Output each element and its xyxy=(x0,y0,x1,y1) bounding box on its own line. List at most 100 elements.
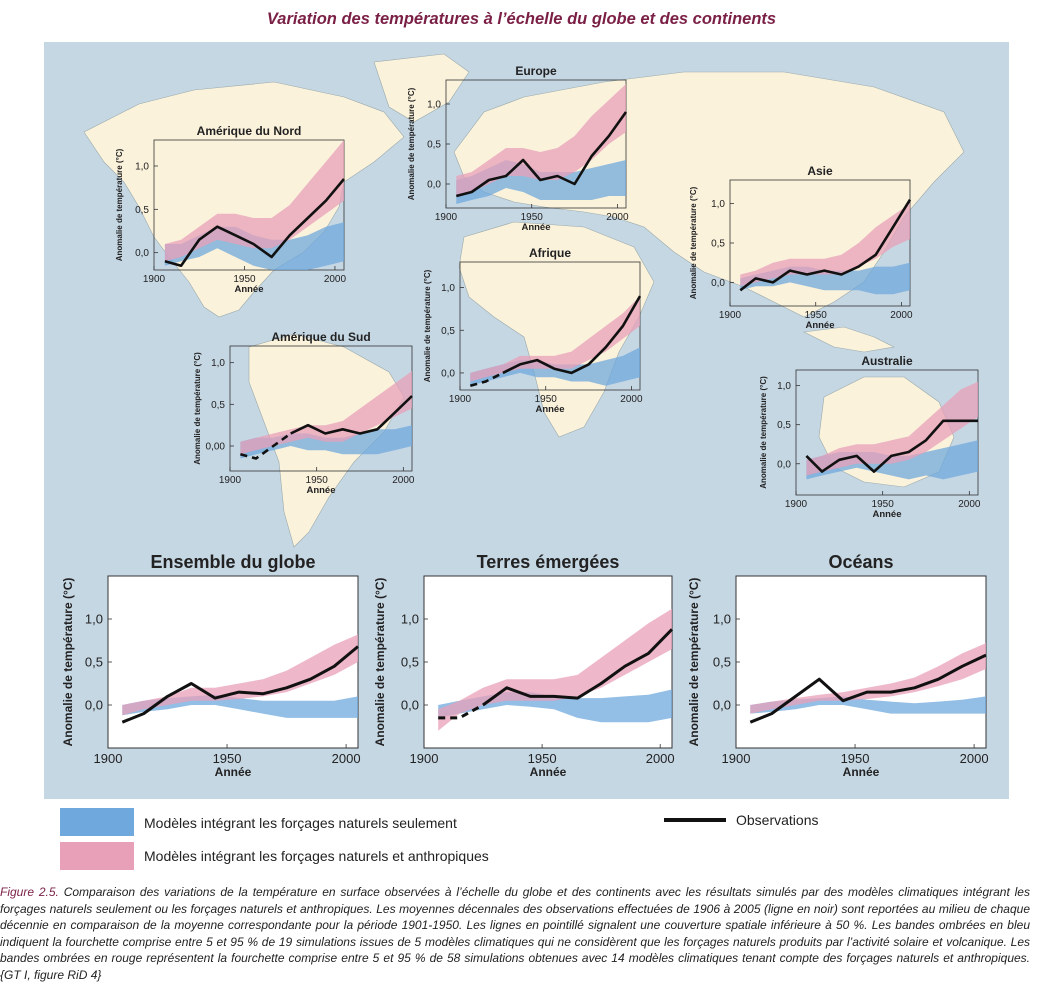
observations-line xyxy=(739,199,912,292)
x-tick-label: 2000 xyxy=(958,499,981,510)
y-tick-label: 0,5 xyxy=(711,239,725,250)
x-tick-label: 1950 xyxy=(213,751,242,766)
observations-line xyxy=(164,178,345,267)
y-tick-label: 0,5 xyxy=(401,655,419,670)
y-tick-label: 0,0 xyxy=(135,248,149,259)
y-tick-label: 1,0 xyxy=(427,100,441,111)
chart-amerique-du-sud: 0,00 0,5 1,0 1900 1950 2000 Année Anomalie de t… xyxy=(192,326,417,501)
observations-line xyxy=(482,628,674,707)
plot-frame xyxy=(735,575,987,749)
legend-natural-swatch xyxy=(60,808,134,836)
figure-title: Variation des températures à l’échelle d… xyxy=(266,10,777,28)
y-axis-label: Anomalie de température (°C) xyxy=(687,578,701,747)
chart-svg-ensemble-du-globe: 0,0 0,5 1,0 1900 1950 2000 Année Anomalie de te… xyxy=(61,552,361,779)
x-axis-label: Année xyxy=(530,765,567,779)
chart-title: Océans xyxy=(828,552,893,572)
observations-line xyxy=(502,295,642,375)
x-tick-label: 2000 xyxy=(392,475,415,486)
x-tick-label: 1950 xyxy=(528,751,557,766)
x-tick-label: 1950 xyxy=(805,310,828,321)
chart-oceans: 0,0 0,5 1,0 1900 1950 2000 Année Anomalie de te… xyxy=(687,548,989,788)
x-axis-label: Année xyxy=(805,320,834,331)
y-tick-label: 0,0 xyxy=(427,180,441,191)
x-tick-label: 1900 xyxy=(449,394,472,405)
y-tick-label: 0,5 xyxy=(85,655,103,670)
land-greenland xyxy=(373,53,470,123)
y-tick-label: 0,0 xyxy=(441,368,455,379)
y-tick-label: 0,0 xyxy=(713,698,731,713)
observations-line-dashed xyxy=(240,432,292,460)
y-tick-label: 1,0 xyxy=(135,162,149,173)
x-tick-label: 2000 xyxy=(646,751,675,766)
y-tick-label: 0,00 xyxy=(206,442,226,453)
y-tick-label: 1,0 xyxy=(441,283,455,294)
y-tick-label: 0,0 xyxy=(85,698,103,713)
chart-svg-oceans: 0,0 0,5 1,0 1900 1950 2000 Année Anomalie de te… xyxy=(687,552,989,779)
y-tick-label: 0,5 xyxy=(441,326,455,337)
chart-amerique-du-nord: 0,0 0,5 1,0 1900 1950 2000 Année Anomalie de te… xyxy=(114,124,347,304)
x-tick-label: 1900 xyxy=(785,499,808,510)
y-axis-label: Anomalie de température (°C) xyxy=(115,148,124,261)
chart-title: Australie xyxy=(861,354,913,368)
chart-title: Amérique du Sud xyxy=(271,330,370,344)
legend-anthro-swatch xyxy=(60,842,134,870)
legend-anthro-label: Modèles intégrant les forçages naturels … xyxy=(144,848,489,864)
x-tick-label: 2000 xyxy=(960,751,989,766)
chart-svg-amerique-du-sud: 0,00 0,5 1,0 1900 1950 2000 Année Anomalie de t… xyxy=(193,330,415,496)
anthro-band xyxy=(456,84,626,196)
chart-title: Afrique xyxy=(529,246,571,260)
land-indonesia xyxy=(802,326,895,353)
x-axis-label: Année xyxy=(521,222,550,233)
x-tick-label: 2000 xyxy=(324,274,347,285)
chart-title: Europe xyxy=(515,64,557,78)
anthro-band xyxy=(740,203,910,287)
y-tick-label: 1,0 xyxy=(85,612,103,627)
x-tick-label: 1900 xyxy=(219,475,242,486)
observations-line xyxy=(290,395,413,435)
y-axis-label: Anomalie de température (°C) xyxy=(61,578,75,747)
x-tick-label: 1900 xyxy=(143,274,166,285)
y-axis-label: Anomalie de température (°C) xyxy=(689,186,698,299)
caption-label: Figure 2.5. xyxy=(0,885,59,899)
y-tick-label: 1,0 xyxy=(401,612,419,627)
observations-line-dashed xyxy=(438,703,484,720)
y-axis-label: Anomalie de température (°C) xyxy=(423,269,432,382)
chart-title: Terres émergées xyxy=(477,552,620,572)
chart-title: Amérique du Nord xyxy=(197,124,302,138)
y-tick-label: 1,0 xyxy=(713,612,731,627)
y-tick-label: 0,0 xyxy=(711,278,725,289)
y-axis-label: Anomalie de température (°C) xyxy=(759,376,768,489)
x-axis-label: Année xyxy=(215,765,252,779)
y-tick-label: 0,0 xyxy=(401,698,419,713)
plot-frame xyxy=(153,139,345,271)
x-tick-label: 1950 xyxy=(841,751,870,766)
legend-obs-label: Observations xyxy=(736,812,819,828)
chart-svg-amerique-du-nord: 0,0 0,5 1,0 1900 1950 2000 Année Anomalie de te… xyxy=(115,124,347,295)
y-tick-label: 0,0 xyxy=(777,459,791,470)
chart-svg-terres-emergees: 0,0 0,5 1,0 1900 1950 2000 Année Anomalie de te… xyxy=(373,552,675,779)
y-axis-label: Anomalie de température (°C) xyxy=(407,87,416,200)
x-tick-label: 1950 xyxy=(872,499,895,510)
y-tick-label: 0,5 xyxy=(777,420,791,431)
chart-terres-emergees: 0,0 0,5 1,0 1900 1950 2000 Année Anomalie de te… xyxy=(373,548,675,788)
caption-text: Comparaison des variations de la tempéra… xyxy=(0,885,1030,982)
x-axis-label: Année xyxy=(843,765,880,779)
y-axis-label: Anomalie de température (°C) xyxy=(373,578,387,747)
x-tick-label: 2000 xyxy=(332,751,361,766)
chart-svg-australie: 0,0 0,5 1,0 1900 1950 2000 Année Anomalie de te… xyxy=(759,354,981,520)
x-tick-label: 2000 xyxy=(620,394,643,405)
x-tick-label: 2000 xyxy=(606,212,629,223)
anthro-band xyxy=(240,371,412,455)
x-tick-label: 1900 xyxy=(435,212,458,223)
plot-frame xyxy=(795,369,979,496)
y-tick-label: 1,0 xyxy=(211,358,225,369)
observations-line xyxy=(749,653,987,724)
y-axis-label: Anomalie de température (°C) xyxy=(193,352,202,465)
x-tick-label: 1900 xyxy=(722,751,751,766)
x-tick-label: 2000 xyxy=(890,310,913,321)
y-tick-label: 1,0 xyxy=(711,199,725,210)
x-tick-label: 1950 xyxy=(521,212,544,223)
chart-title: Ensemble du globe xyxy=(150,552,315,572)
chart-afrique: 0,0 0,5 1,0 1900 1950 2000 Année Anomalie de te… xyxy=(422,242,647,422)
chart-australie: 0,0 0,5 1,0 1900 1950 2000 Année Anomalie de te… xyxy=(758,350,988,525)
